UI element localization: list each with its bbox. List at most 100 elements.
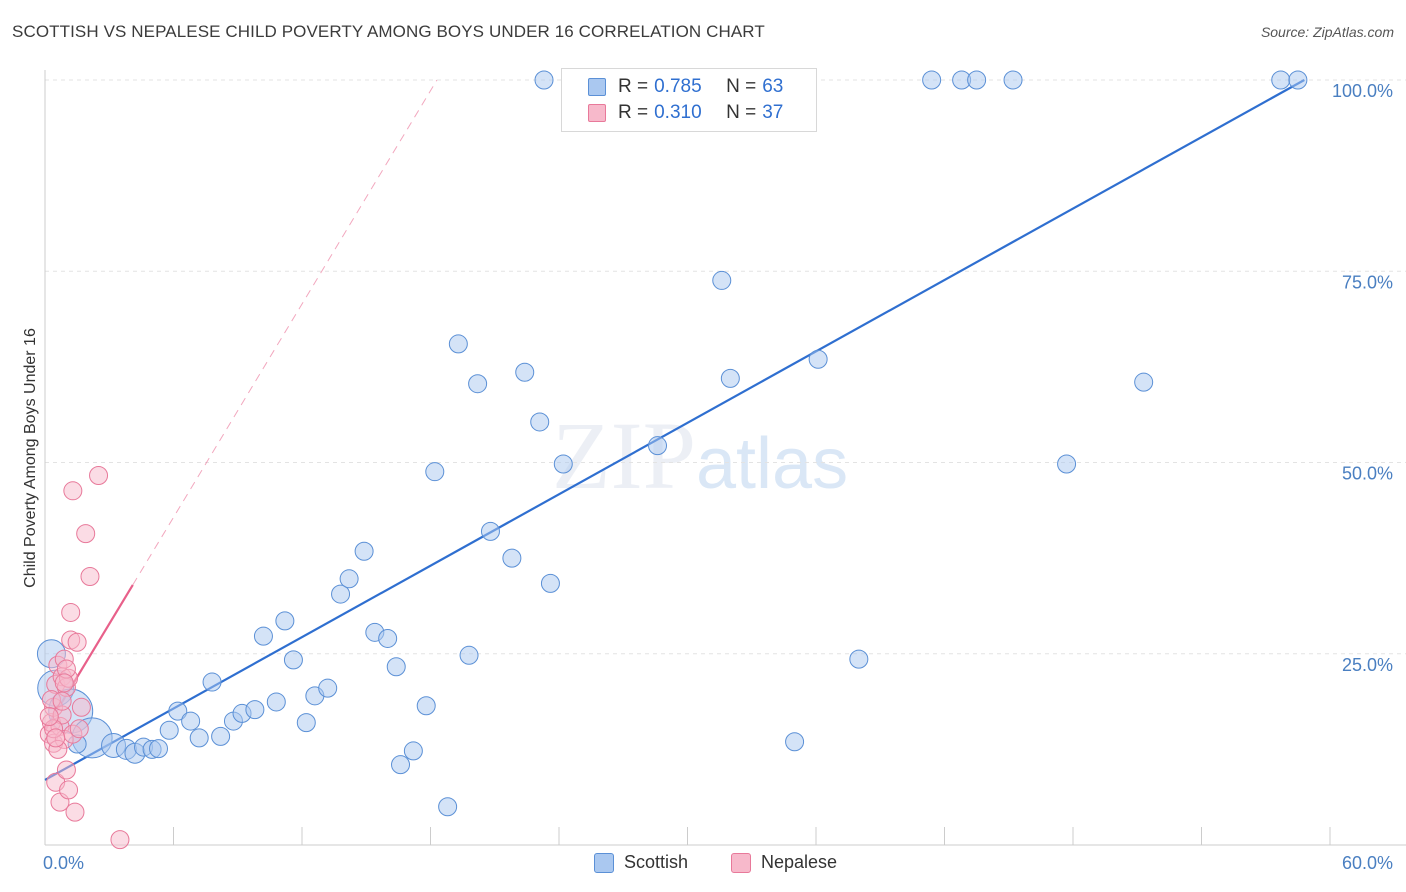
x-tick-label-min: 0.0% xyxy=(43,853,84,873)
legend-r-label: R = xyxy=(618,76,649,97)
legend-n-label: N = xyxy=(726,76,757,97)
scottish-points xyxy=(36,70,1308,817)
scottish-point xyxy=(425,462,445,482)
nepalese-point xyxy=(52,691,72,711)
nepalese-point xyxy=(59,780,79,800)
y-tick-label: 25.0% xyxy=(1342,655,1393,675)
nepalese-points xyxy=(39,466,130,850)
scottish-point xyxy=(553,454,573,474)
legend-row-scottish: R = 0.785 N = 63 xyxy=(562,74,783,100)
scottish-point xyxy=(266,692,286,712)
scottish-point xyxy=(403,741,423,761)
scottish-point xyxy=(849,649,869,669)
nepalese-legend-label: Nepalese xyxy=(761,852,838,872)
scottish-point xyxy=(922,70,942,90)
scottish-legend-label: Scottish xyxy=(624,852,689,872)
scottish-point xyxy=(354,541,374,561)
nepalese-point xyxy=(71,697,91,717)
nepalese-point xyxy=(39,706,59,726)
scottish-point xyxy=(1288,70,1308,90)
scottish-point xyxy=(712,270,732,290)
grid-lines xyxy=(45,79,1406,655)
scottish-point xyxy=(808,349,828,369)
nepalese-swatch xyxy=(588,104,606,122)
scottish-point xyxy=(785,732,805,752)
scottish-point xyxy=(468,374,488,394)
nepalese-point xyxy=(56,760,76,780)
scottish-point xyxy=(448,334,468,354)
chart-title: SCOTTISH VS NEPALESE CHILD POVERTY AMONG… xyxy=(12,22,765,41)
scottish-point xyxy=(480,521,500,541)
y-tick-label: 50.0% xyxy=(1342,464,1393,484)
scottish-point xyxy=(283,650,303,670)
scottish-point xyxy=(515,362,535,382)
trend-lines xyxy=(44,79,1305,781)
scottish-point xyxy=(211,726,231,746)
nepalese-point xyxy=(69,719,89,739)
scottish-point xyxy=(159,720,179,740)
scottish-point xyxy=(189,728,209,748)
scottish-swatch xyxy=(588,78,606,96)
scottish-point xyxy=(1003,70,1023,90)
scottish-point xyxy=(202,672,222,692)
scottish-point xyxy=(318,678,338,698)
source-credit: Source: ZipAtlas.com xyxy=(1260,24,1394,40)
scottish-point xyxy=(331,584,351,604)
tick-labels: 25.0% 50.0% 75.0% 100.0% 0.0% 60.0% xyxy=(43,81,1393,873)
scottish-legend-swatch xyxy=(594,852,614,873)
watermark: ZIPatlas xyxy=(552,400,848,511)
series-legend: Scottish Nepalese xyxy=(0,852,1406,878)
legend-n-value: 63 xyxy=(762,76,784,97)
nepalese-point xyxy=(89,466,109,486)
scottish-point xyxy=(648,436,668,456)
correlation-legend: R = 0.785 N = 63 R = 0.310 N = 37 xyxy=(561,68,817,132)
legend-row-nepalese: R = 0.310 N = 37 xyxy=(562,100,783,126)
scottish-point xyxy=(386,657,406,677)
scottish-point xyxy=(378,628,398,648)
nepalese-point xyxy=(63,481,83,501)
y-tick-label: 75.0% xyxy=(1342,272,1393,292)
scottish-point xyxy=(253,626,273,646)
watermark-zip: ZIP xyxy=(552,402,696,509)
scottish-point xyxy=(502,548,522,568)
nepalese-trend-extension xyxy=(132,79,438,586)
scottish-point xyxy=(168,701,188,721)
nepalese-point xyxy=(80,566,100,586)
scottish-point xyxy=(1271,70,1291,90)
legend-n-label: N = xyxy=(726,102,757,123)
nepalese-point xyxy=(46,728,66,748)
scottish-point xyxy=(181,711,201,731)
nepalese-legend-swatch xyxy=(731,852,751,873)
scottish-point xyxy=(720,368,740,388)
y-axis-title: Child Poverty Among Boys Under 16 xyxy=(22,328,39,588)
scottish-point xyxy=(245,700,265,720)
legend-item-nepalese: Nepalese xyxy=(731,852,837,873)
nepalese-point xyxy=(54,673,74,693)
legend-r-value: 0.310 xyxy=(654,102,702,123)
scottish-point xyxy=(275,611,295,631)
scottish-point xyxy=(459,645,479,665)
nepalese-point xyxy=(110,830,130,850)
legend-r-label: R = xyxy=(618,102,649,123)
scottish-point xyxy=(967,70,987,90)
legend-r-value: 0.785 xyxy=(654,76,702,97)
nepalese-point xyxy=(61,602,81,622)
nepalese-point xyxy=(67,632,87,652)
scottish-point xyxy=(530,412,550,432)
scottish-point xyxy=(296,713,316,733)
nepalese-point xyxy=(76,524,96,544)
y-tick-label: 100.0% xyxy=(1332,81,1393,101)
scottish-point xyxy=(540,573,560,593)
nepalese-point xyxy=(65,802,85,822)
scottish-point xyxy=(149,739,169,759)
axes xyxy=(44,70,1406,846)
scottish-point xyxy=(391,755,411,775)
scottish-point xyxy=(534,70,554,90)
scottish-point xyxy=(339,569,359,589)
legend-n-value: 37 xyxy=(762,102,784,123)
scottish-trend-line xyxy=(44,79,1305,781)
x-tick-label-max: 60.0% xyxy=(1342,853,1393,873)
legend-item-scottish: Scottish xyxy=(594,852,688,873)
watermark-atlas: atlas xyxy=(696,424,849,504)
